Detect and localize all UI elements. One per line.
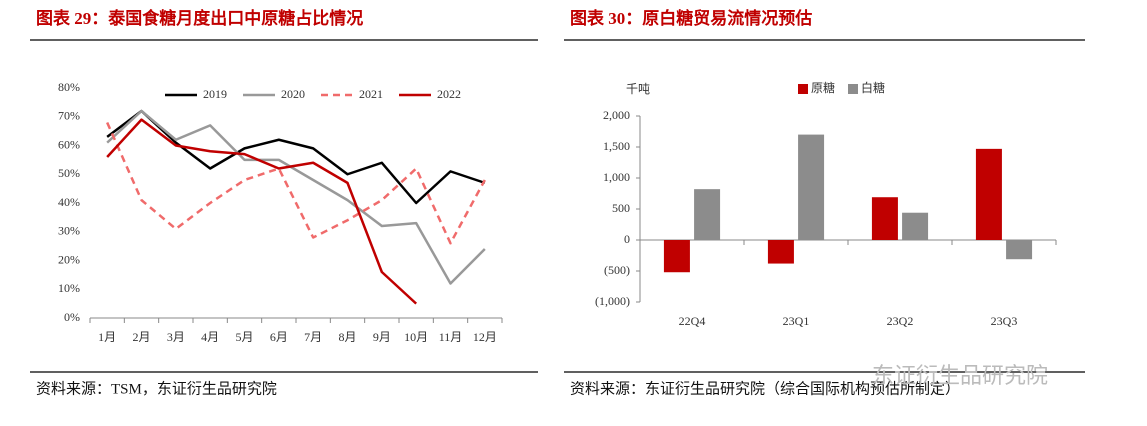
legend-swatch [798, 84, 808, 94]
legend-label: 2022 [437, 87, 461, 101]
x-tick-label: 12月 [473, 330, 497, 344]
bar [663, 240, 690, 273]
y-tick-label: 30% [58, 224, 80, 238]
line-series [106, 109, 486, 285]
legend-label: 原糖 [811, 80, 835, 95]
y-tick-label: 50% [58, 166, 80, 180]
legend-label: 2021 [359, 87, 383, 101]
x-tick-label: 1月 [98, 330, 116, 344]
x-tick-label: 4月 [201, 330, 219, 344]
y-tick-label: (1,000) [595, 294, 630, 308]
legend-label: 白糖 [861, 80, 885, 95]
y-tick-label: 70% [58, 109, 80, 123]
y-tick-label: 80% [58, 80, 80, 94]
x-tick-label: 8月 [338, 330, 356, 344]
y-tick-label: 1,000 [603, 170, 630, 184]
source: 资料来源：TSM，东证衍生品研究院 [36, 379, 277, 397]
bar [694, 189, 721, 240]
legend-label: 2020 [281, 87, 305, 101]
bar [975, 148, 1002, 240]
bar [871, 197, 898, 240]
y-tick-label: 60% [58, 137, 80, 151]
x-tick-label: 2月 [132, 330, 150, 344]
line-series [106, 118, 418, 305]
x-tick-label: 23Q2 [887, 314, 914, 328]
x-tick-label: 7月 [304, 330, 322, 344]
chart-title: 图表 30：原白糖贸易流情况预估 [570, 8, 812, 28]
watermark: 东证衍生品研究院 [872, 364, 1048, 389]
x-tick-label: 11月 [439, 330, 463, 344]
line-series [106, 109, 486, 205]
line-series [106, 121, 486, 245]
y-tick-label: 2,000 [603, 108, 630, 122]
bar [1006, 240, 1033, 260]
y-tick-label: 0 [624, 232, 630, 246]
bar [767, 240, 794, 264]
legend-swatch [848, 84, 858, 94]
y-tick-label: 40% [58, 195, 80, 209]
y-tick-label: 10% [58, 281, 80, 295]
y-tick-label: 1,500 [603, 139, 630, 153]
x-tick-label: 5月 [235, 330, 253, 344]
bar [798, 134, 825, 240]
bar [902, 212, 929, 240]
x-tick-label: 9月 [373, 330, 391, 344]
source: 资料来源：东证衍生品研究院（综合国际机构预估所制定） [570, 379, 960, 397]
x-tick-label: 6月 [270, 330, 288, 344]
x-tick-label: 22Q4 [679, 314, 706, 328]
y-tick-label: (500) [604, 263, 630, 277]
x-tick-label: 3月 [167, 330, 185, 344]
y-tick-label: 20% [58, 252, 80, 266]
x-tick-label: 10月 [404, 330, 428, 344]
x-tick-label: 23Q3 [991, 314, 1018, 328]
x-tick-label: 23Q1 [783, 314, 810, 328]
y-axis-label: 千吨 [626, 82, 650, 96]
chart-title: 图表 29：泰国食糖月度出口中原糖占比情况 [36, 8, 363, 28]
legend-label: 2019 [203, 87, 227, 101]
y-tick-label: 500 [612, 201, 630, 215]
y-tick-label: 0% [64, 310, 80, 324]
